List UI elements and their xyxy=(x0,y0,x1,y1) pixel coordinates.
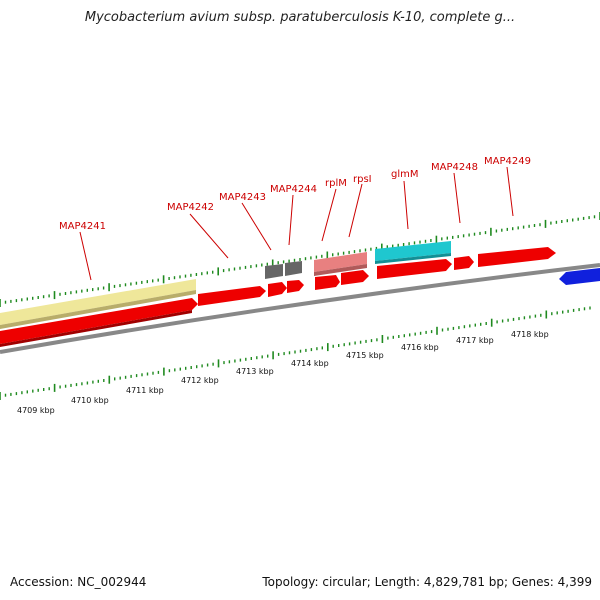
pseudo-gene-band-shadow xyxy=(0,290,196,329)
cds-arrow-glmm[interactable] xyxy=(377,259,452,279)
cds-arrow-map4244[interactable] xyxy=(287,280,304,293)
gene-label-map4249: MAP4249 xyxy=(484,156,531,167)
cds-arrow-map4241[interactable] xyxy=(0,298,198,344)
kbp-label: 4710 kbp xyxy=(71,396,109,405)
cds-arrow-map4249[interactable] xyxy=(478,247,556,267)
cds-arrow-rpsi[interactable] xyxy=(341,270,369,285)
cds-upper-row xyxy=(198,247,556,306)
gene-blue-right[interactable] xyxy=(559,268,600,285)
kbp-scale-labels: 4709 kbp 4710 kbp 4711 kbp 4712 kbp 4713… xyxy=(17,330,549,415)
kbp-label: 4712 kbp xyxy=(181,376,219,385)
genome-summary-text: Topology: circular; Length: 4,829,781 bp… xyxy=(262,575,592,589)
cds-arrow-map4241-shadow xyxy=(0,310,192,347)
gene-glmm-shadow xyxy=(375,253,451,264)
gene-map4243-b[interactable] xyxy=(285,261,302,276)
kbp-label: 4716 kbp xyxy=(401,343,439,352)
kbp-label: 4715 kbp xyxy=(346,351,384,360)
gene-label-map4248: MAP4248 xyxy=(431,162,478,173)
genome-backbone xyxy=(0,263,600,354)
kbp-label: 4714 kbp xyxy=(291,359,329,368)
kbp-label: 4718 kbp xyxy=(511,330,549,339)
kbp-label: 4717 kbp xyxy=(456,336,494,345)
cds-arrow-map4242[interactable] xyxy=(198,286,266,306)
gene-label-glmm: glmM xyxy=(391,169,419,180)
bottom-tick-track xyxy=(0,306,591,400)
cds-arrow-map4248[interactable] xyxy=(454,256,474,270)
top-tick-track xyxy=(0,212,600,307)
gene-glmm[interactable] xyxy=(375,241,451,261)
gene-label-map4243: MAP4243 xyxy=(219,192,266,203)
gene-label-map4242: MAP4242 xyxy=(167,202,214,213)
gene-rplm-shadow xyxy=(314,264,367,276)
accession-text: Accession: NC_002944 xyxy=(10,575,147,589)
gene-label-map4241: MAP4241 xyxy=(59,221,106,232)
gene-label-rplm: rplM xyxy=(325,178,347,189)
gene-label-map4244: MAP4244 xyxy=(270,184,317,195)
pseudo-gene-band[interactable] xyxy=(0,279,196,325)
kbp-label: 4709 kbp xyxy=(17,406,55,415)
cds-arrow-rplm[interactable] xyxy=(315,275,340,290)
cds-arrow-map4243[interactable] xyxy=(268,282,287,297)
gene-rplm[interactable] xyxy=(314,252,367,272)
gene-map4243-a[interactable] xyxy=(265,264,283,279)
map-title: Mycobacterium avium subsp. paratuberculo… xyxy=(84,10,516,25)
label-connectors xyxy=(79,166,514,281)
kbp-label: 4711 kbp xyxy=(126,386,164,395)
kbp-label: 4713 kbp xyxy=(236,367,274,376)
gene-label-rpsi: rpsI xyxy=(353,174,372,185)
